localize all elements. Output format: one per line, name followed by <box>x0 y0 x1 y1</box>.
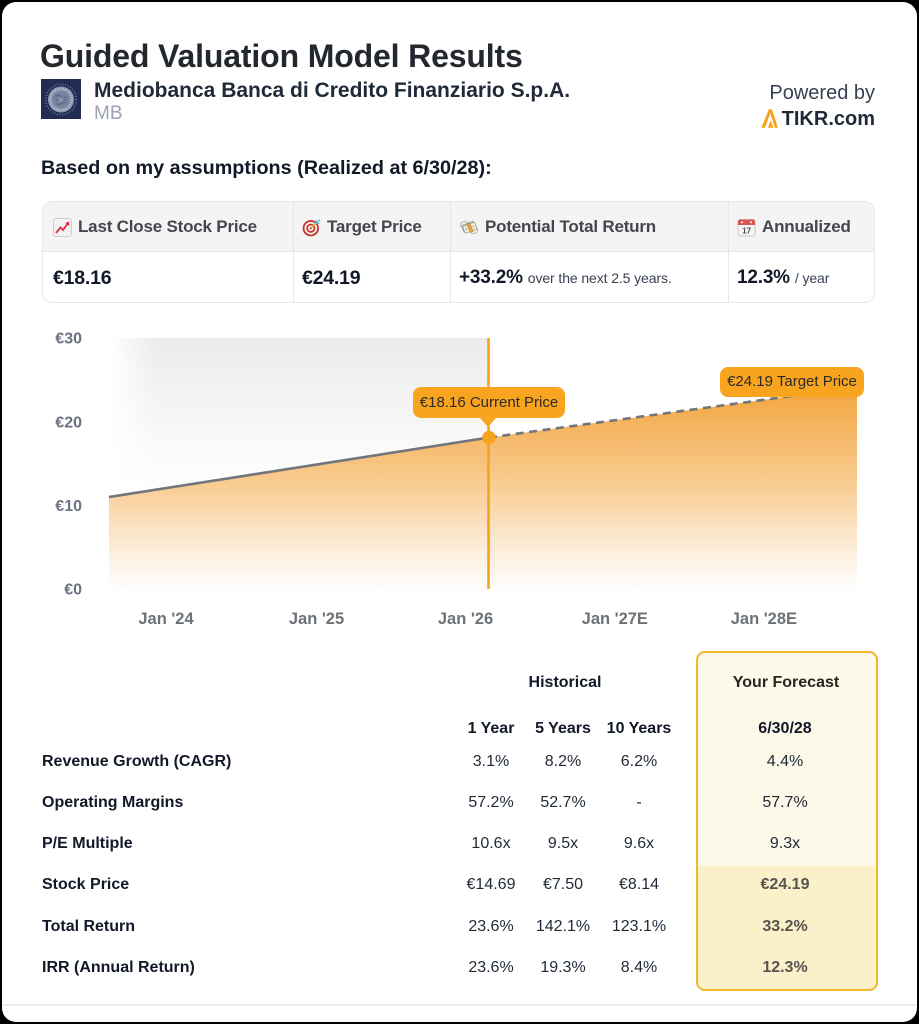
svg-text:Jan '27E: Jan '27E <box>582 610 648 628</box>
svg-text:Jan '26: Jan '26 <box>438 610 493 628</box>
svg-text:€30: €30 <box>55 331 82 348</box>
svg-text:Jan '25: Jan '25 <box>289 610 344 628</box>
svg-text:Jan '24: Jan '24 <box>138 610 194 628</box>
svg-text:€0: €0 <box>64 582 82 599</box>
svg-text:17: 17 <box>742 225 752 235</box>
svg-text:€10: €10 <box>55 498 82 515</box>
svg-text:€20: €20 <box>55 414 82 431</box>
svg-text:Jan '28E: Jan '28E <box>731 610 797 628</box>
